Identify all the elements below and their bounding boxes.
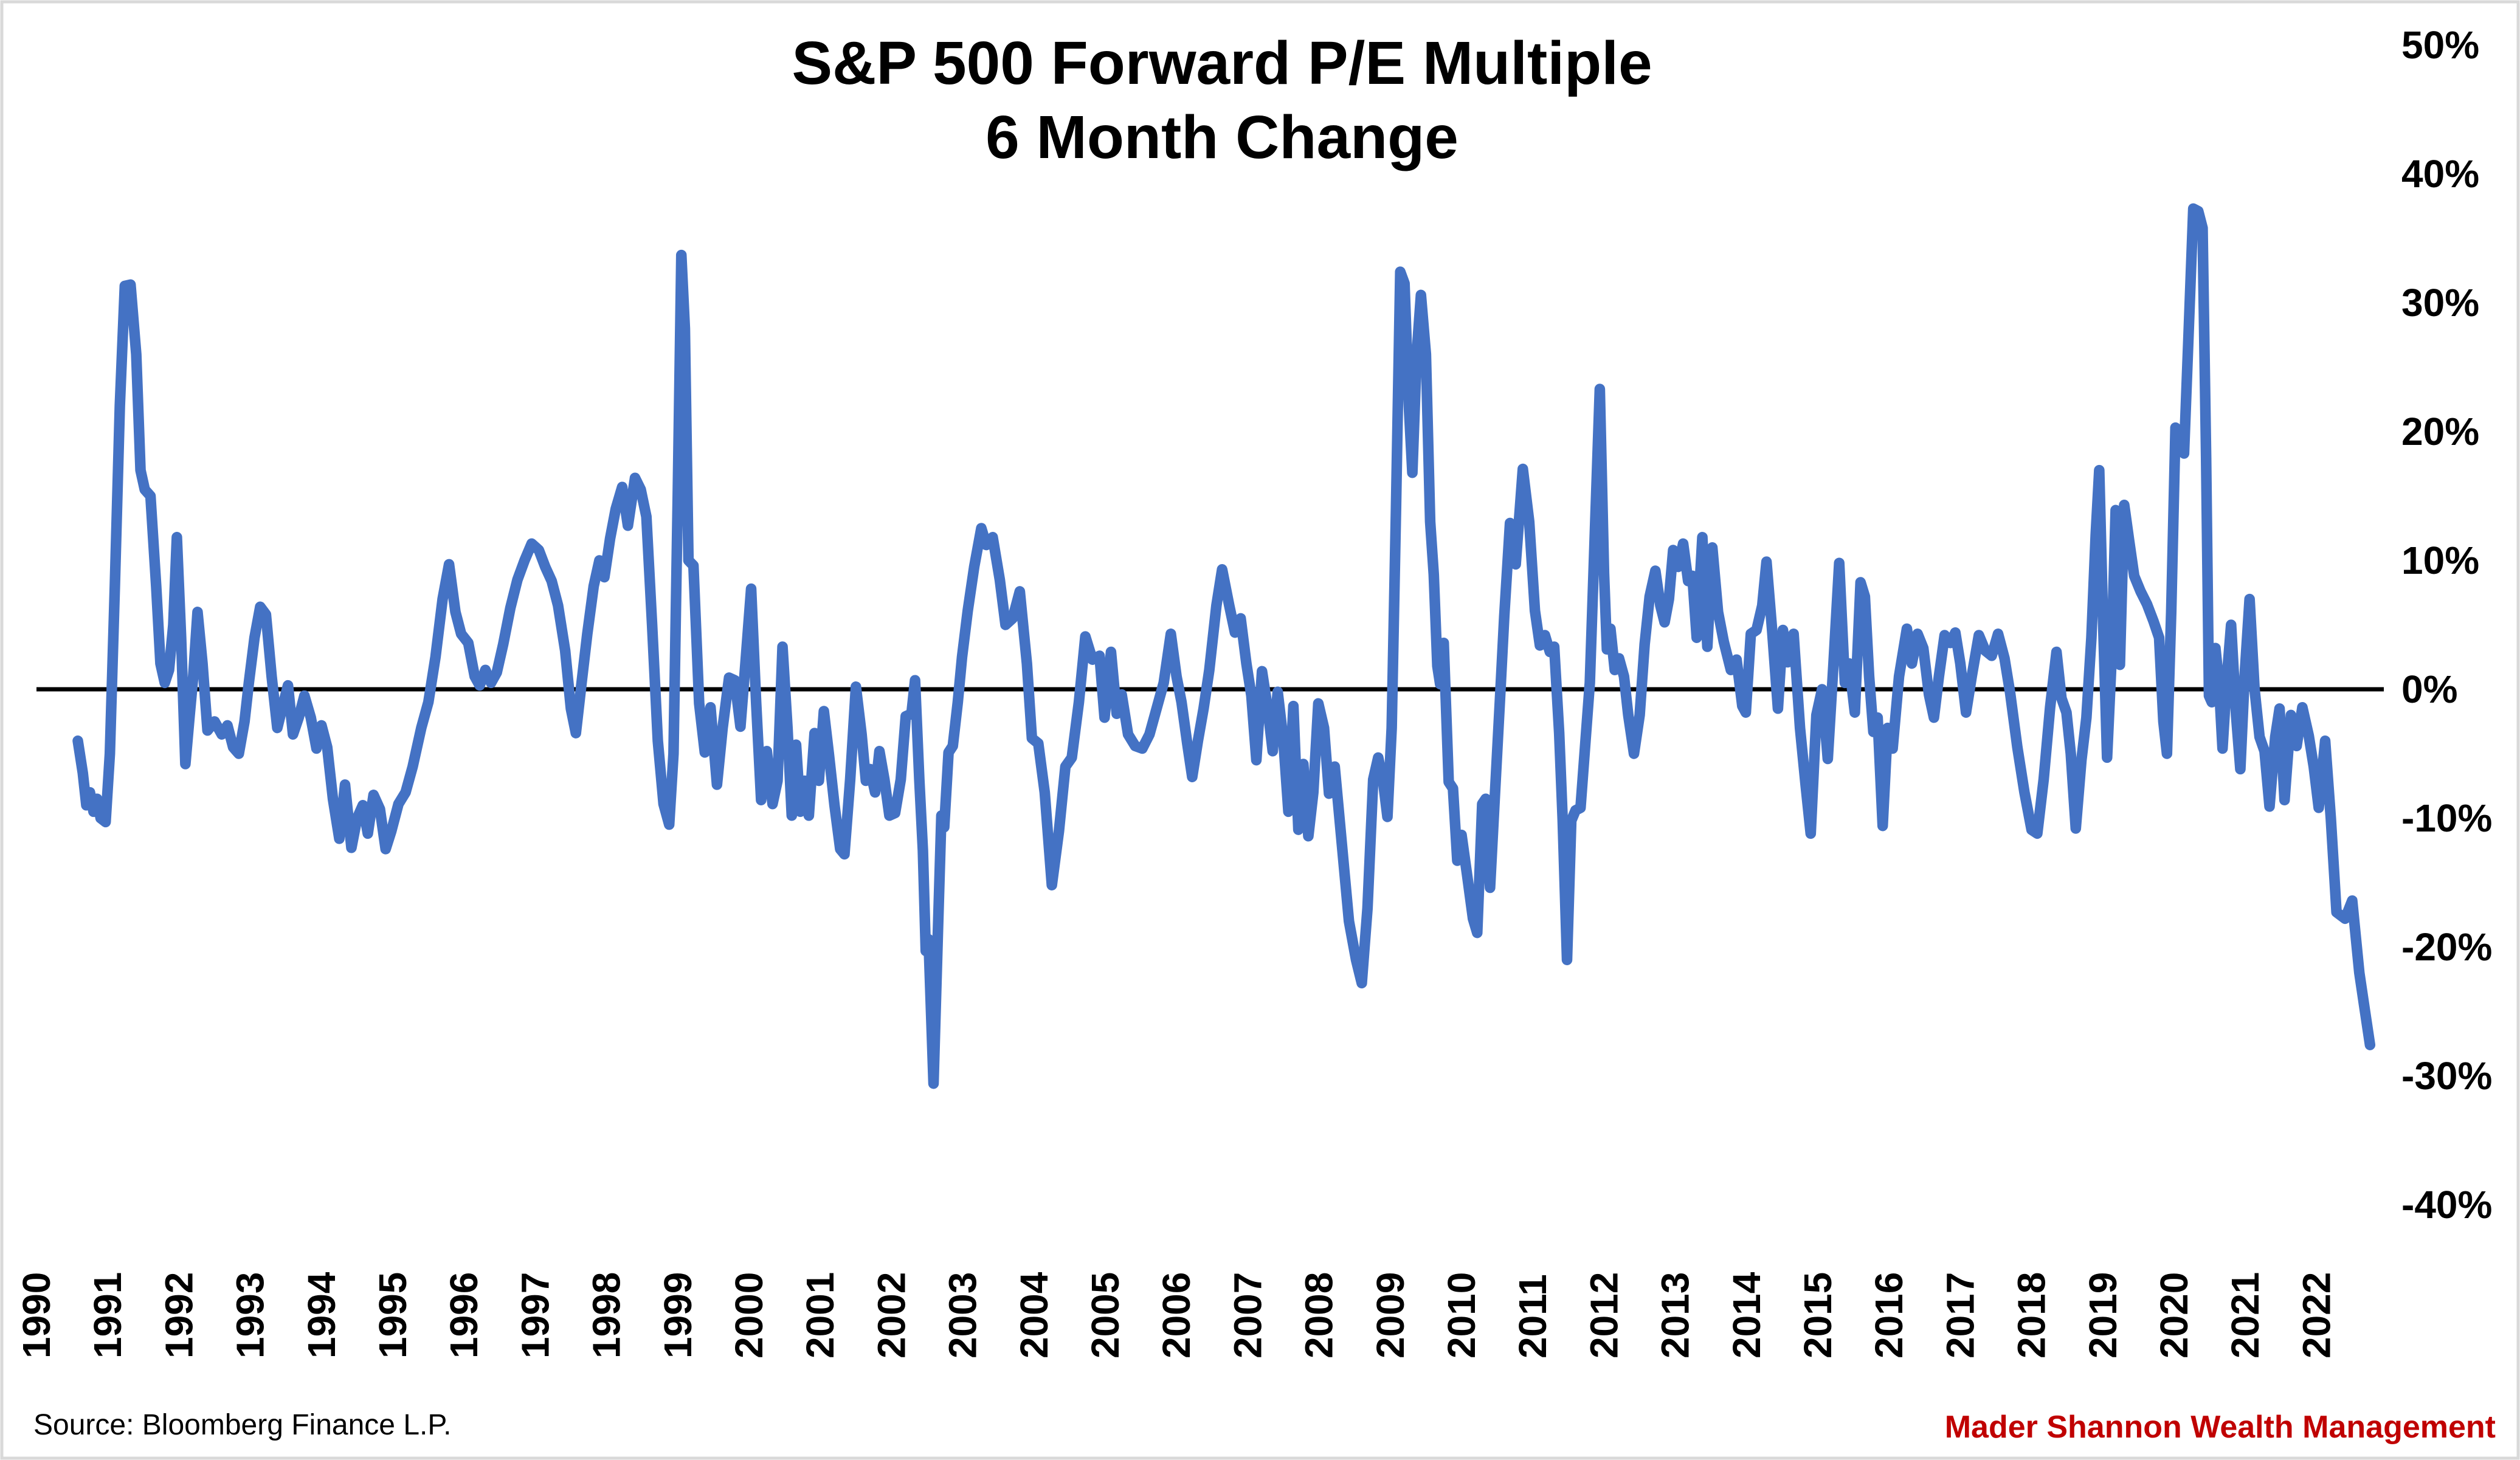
x-year-label-1996: 1996 xyxy=(442,1272,486,1358)
x-year-label-1991: 1991 xyxy=(86,1272,129,1358)
x-year-label-2022: 2022 xyxy=(2294,1272,2338,1358)
x-year-label-1998: 1998 xyxy=(585,1272,629,1358)
branding-note: Mader Shannon Wealth Management xyxy=(1945,1410,2496,1445)
x-year-label-2007: 2007 xyxy=(1226,1272,1269,1358)
x-year-label-1997: 1997 xyxy=(513,1272,557,1358)
x-year-label-2005: 2005 xyxy=(1083,1272,1127,1358)
x-year-label-2002: 2002 xyxy=(869,1272,913,1358)
x-year-label-2006: 2006 xyxy=(1155,1272,1198,1358)
x-year-label-2009: 2009 xyxy=(1369,1272,1412,1358)
x-year-label-2004: 2004 xyxy=(1012,1272,1056,1358)
y-tick-label--30%: -30% xyxy=(2401,1054,2492,1098)
x-year-label-1993: 1993 xyxy=(229,1272,272,1358)
x-year-label-2013: 2013 xyxy=(1654,1272,1697,1358)
y-tick-label-30%: 30% xyxy=(2401,281,2479,325)
x-year-label-2015: 2015 xyxy=(1796,1272,1840,1358)
x-year-label-2016: 2016 xyxy=(1867,1272,1911,1358)
x-year-label-2018: 2018 xyxy=(2010,1272,2054,1358)
x-year-label-1999: 1999 xyxy=(656,1272,700,1358)
chart-title-line1: S&P 500 Forward P/E Multiple xyxy=(792,29,1652,97)
x-year-label-1990: 1990 xyxy=(15,1272,58,1358)
y-tick-label-0%: 0% xyxy=(2401,667,2458,711)
x-year-label-1992: 1992 xyxy=(157,1272,201,1358)
x-year-label-2000: 2000 xyxy=(727,1272,771,1358)
x-year-label-2008: 2008 xyxy=(1297,1272,1341,1358)
chart-title-line2: 6 Month Change xyxy=(986,103,1458,171)
y-tick-label--10%: -10% xyxy=(2401,796,2492,840)
x-year-label-2017: 2017 xyxy=(1938,1272,1982,1358)
x-year-label-2011: 2011 xyxy=(1511,1274,1555,1358)
x-axis-year-labels: 1990 1991 1992 1993 1994 1995 1996 1997 1998 1999… xyxy=(15,1272,2338,1358)
pe-change-line-series xyxy=(72,203,2376,1089)
x-year-label-2001: 2001 xyxy=(798,1272,842,1358)
y-tick-label-20%: 20% xyxy=(2401,410,2479,453)
x-year-label-2003: 2003 xyxy=(941,1272,985,1358)
x-year-label-2019: 2019 xyxy=(2081,1272,2125,1358)
x-year-label-1994: 1994 xyxy=(300,1272,343,1358)
y-tick-label-50%: 50% xyxy=(2401,23,2479,67)
x-year-label-2012: 2012 xyxy=(1582,1272,1626,1358)
y-axis-tick-labels: 50% 40% 30% 20% 10% 0% -10% -20% -30% -40% xyxy=(2401,23,2492,1227)
x-year-label-2010: 2010 xyxy=(1440,1272,1483,1358)
y-tick-label--20%: -20% xyxy=(2401,925,2492,969)
x-year-label-2021: 2021 xyxy=(2223,1272,2267,1358)
x-year-label-2014: 2014 xyxy=(1725,1272,1769,1358)
y-tick-label-10%: 10% xyxy=(2401,539,2479,582)
y-tick-label--40%: -40% xyxy=(2401,1183,2492,1227)
x-year-label-1995: 1995 xyxy=(371,1272,415,1358)
x-year-label-2020: 2020 xyxy=(2152,1272,2196,1358)
source-note: Source: Bloomberg Finance L.P. xyxy=(33,1409,452,1441)
y-tick-label-40%: 40% xyxy=(2401,152,2479,196)
